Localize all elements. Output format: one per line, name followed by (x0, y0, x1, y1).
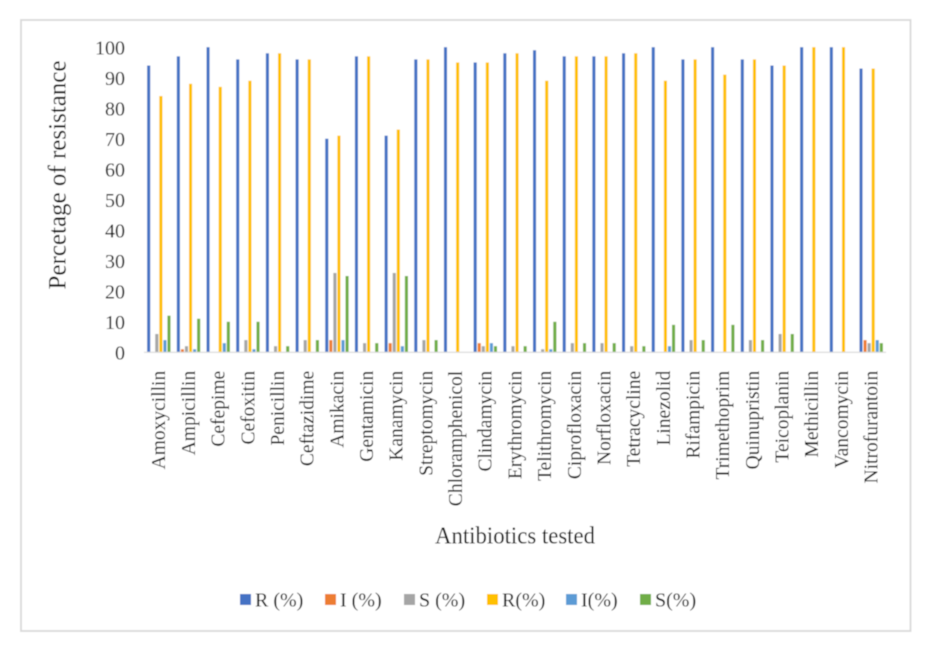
svg-text:Clindamycin: Clindamycin (476, 371, 497, 472)
svg-text:I (%): I (%) (340, 590, 382, 612)
svg-text:I(%): I(%) (581, 590, 618, 612)
svg-text:Methicillin: Methicillin (802, 371, 823, 458)
svg-text:70: 70 (105, 129, 125, 151)
svg-text:Erythromycin: Erythromycin (505, 371, 526, 480)
svg-text:Amoxycillin: Amoxycillin (149, 371, 170, 470)
svg-text:10: 10 (105, 312, 125, 334)
svg-text:Streptomycin: Streptomycin (416, 371, 437, 476)
svg-text:100: 100 (95, 37, 125, 59)
svg-text:Cefepime: Cefepime (209, 371, 230, 447)
svg-text:S (%): S (%) (419, 590, 465, 612)
svg-text:Kanamycin: Kanamycin (387, 371, 408, 461)
svg-text:Rifampicin: Rifampicin (683, 371, 704, 459)
svg-text:40: 40 (105, 220, 125, 242)
svg-text:Trimethoprim: Trimethoprim (713, 371, 734, 480)
svg-text:Vancomycin: Vancomycin (832, 371, 853, 469)
svg-text:80: 80 (105, 98, 125, 120)
svg-text:Percetage of resistance: Percetage of resistance (45, 61, 72, 290)
svg-text:Chloramphenicol: Chloramphenicol (446, 370, 467, 506)
svg-text:90: 90 (105, 68, 125, 90)
svg-text:20: 20 (105, 281, 125, 303)
svg-text:Norfloxacin: Norfloxacin (594, 371, 615, 465)
svg-text:Ciprofloxacin: Ciprofloxacin (565, 371, 586, 480)
svg-text:30: 30 (105, 251, 125, 273)
svg-text:Ceftazidime: Ceftazidime (298, 371, 319, 466)
svg-text:Linezolid: Linezolid (654, 371, 675, 446)
svg-text:Cefoxitin: Cefoxitin (238, 371, 259, 445)
svg-text:0: 0 (115, 343, 125, 365)
svg-text:S(%): S(%) (655, 590, 696, 612)
svg-text:Ampicillin: Ampicillin (179, 371, 200, 456)
svg-text:50: 50 (105, 190, 125, 212)
svg-text:Amikacin: Amikacin (327, 371, 348, 448)
svg-text:Teicoplanin: Teicoplanin (773, 371, 794, 463)
svg-text:Penicillin: Penicillin (268, 371, 289, 446)
svg-text:R(%): R(%) (502, 590, 545, 612)
svg-text:60: 60 (105, 159, 125, 181)
svg-text:Quinupristin: Quinupristin (743, 371, 764, 470)
svg-text:R (%): R (%) (255, 590, 303, 612)
svg-text:Gentamicin: Gentamicin (357, 371, 378, 462)
svg-text:Tetracycline: Tetracycline (624, 371, 645, 467)
svg-text:Nitrofurantoin: Nitrofurantoin (862, 371, 883, 484)
svg-text:Antibiotics tested: Antibiotics tested (435, 524, 595, 550)
svg-text:Telithromycin: Telithromycin (535, 371, 556, 481)
